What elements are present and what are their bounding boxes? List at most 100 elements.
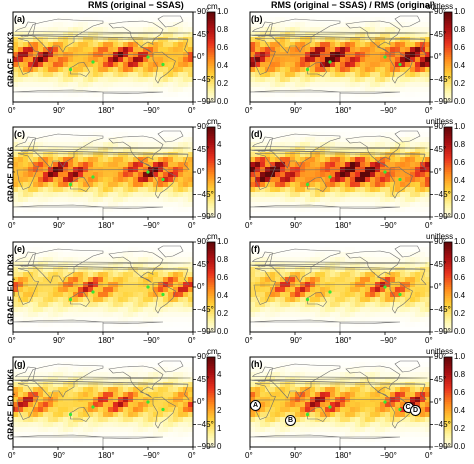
heatmap-cell — [410, 82, 416, 88]
heatmap-cell — [330, 127, 336, 133]
site-marker — [68, 412, 73, 417]
heatmap-cell — [113, 312, 119, 318]
heatmap-cell — [173, 392, 179, 398]
heatmap-cell — [330, 272, 336, 278]
heatmap-cell — [98, 82, 104, 88]
heatmap-cell — [113, 207, 119, 213]
heatmap-cell — [133, 272, 139, 278]
heatmap-cell — [43, 372, 49, 378]
heatmap-cell — [315, 312, 321, 318]
heatmap-cell — [118, 187, 124, 193]
heatmap-cell — [270, 22, 276, 28]
heatmap-cell — [425, 157, 431, 163]
heatmap-cell — [138, 297, 144, 303]
heatmap-cell — [18, 427, 24, 433]
heatmap-cell — [133, 182, 139, 188]
heatmap-cell — [58, 367, 64, 373]
heatmap-cell — [98, 197, 104, 203]
heatmap-cell — [395, 37, 401, 43]
heatmap-cell — [355, 17, 361, 23]
heatmap-cell — [163, 372, 169, 378]
heatmap-cell — [270, 97, 276, 103]
heatmap-cell — [410, 47, 416, 53]
colorbar-segment — [207, 90, 215, 94]
heatmap-cell — [83, 67, 89, 73]
heatmap-cell — [350, 257, 356, 263]
heatmap-cell — [315, 137, 321, 143]
heatmap-cell — [315, 72, 321, 78]
heatmap-cell — [420, 262, 426, 268]
heatmap-cell — [400, 247, 406, 253]
heatmap-cell — [395, 302, 401, 308]
heatmap-cell — [395, 22, 401, 28]
heatmap-cell — [305, 27, 311, 33]
heatmap-cell — [43, 82, 49, 88]
heatmap-cell — [23, 372, 29, 378]
heatmap-cell — [178, 307, 184, 313]
heatmap-cell — [143, 252, 149, 258]
heatmap-cell — [390, 242, 396, 248]
heatmap-cell — [350, 162, 356, 168]
heatmap-cell — [280, 132, 286, 138]
heatmap-cell — [173, 127, 179, 133]
colorbar-segment — [207, 149, 215, 153]
heatmap-cell — [315, 187, 321, 193]
heatmap-cell — [88, 157, 94, 163]
heatmap-cell — [108, 82, 114, 88]
heatmap-cell — [83, 307, 89, 313]
heatmap-cell — [300, 292, 306, 298]
heatmap-cell — [300, 27, 306, 33]
heatmap-cell — [63, 252, 69, 258]
heatmap-cell — [325, 162, 331, 168]
colorbar-segment — [207, 187, 215, 191]
heatmap-cell — [128, 137, 134, 143]
heatmap-cell — [48, 272, 54, 278]
heatmap-cell — [78, 402, 84, 408]
heatmap-cell — [305, 162, 311, 168]
heatmap-cell — [68, 207, 74, 213]
heatmap-cell — [108, 302, 114, 308]
heatmap-cell — [390, 32, 396, 38]
heatmap-cell — [300, 197, 306, 203]
heatmap-cell — [28, 292, 34, 298]
colorbar-frame — [206, 241, 216, 333]
heatmap-cell — [78, 127, 84, 133]
heatmap-cell — [415, 27, 421, 33]
heatmap-cell — [138, 182, 144, 188]
heatmap-cell — [38, 92, 44, 98]
heatmap-cell — [128, 427, 134, 433]
heatmap-cell — [43, 17, 49, 23]
heatmap-cell — [183, 437, 189, 443]
heatmap-cell — [395, 257, 401, 263]
heatmap-cell — [108, 442, 114, 448]
heatmap-cell — [400, 17, 406, 23]
heatmap-cell — [83, 152, 89, 158]
heatmap-cell — [370, 322, 376, 328]
coastline — [394, 245, 421, 258]
heatmap-cell — [275, 327, 281, 333]
colorbar-segment — [444, 311, 452, 315]
heatmap-cell — [385, 12, 391, 18]
colorbar-segment — [444, 291, 452, 295]
heatmap-cell — [315, 242, 321, 248]
heatmap-cell — [395, 172, 401, 178]
heatmap-cell — [153, 372, 159, 378]
heatmap-cell — [28, 82, 34, 88]
heatmap-cell — [410, 307, 416, 313]
heatmap-cell — [28, 367, 34, 373]
heatmap-cell — [415, 192, 421, 198]
heatmap-cell — [295, 177, 301, 183]
heatmap-cell — [415, 292, 421, 298]
heatmap-cell — [103, 267, 109, 273]
colorbar-segment — [207, 59, 215, 62]
heatmap-cell — [305, 257, 311, 263]
heatmap-cell — [63, 62, 69, 68]
heatmap-cell — [173, 427, 179, 433]
heatmap-cell — [300, 182, 306, 188]
colorbar-segment — [444, 133, 452, 137]
heatmap-cell — [23, 412, 29, 418]
heatmap-cell — [250, 277, 256, 283]
heatmap-cell — [158, 172, 164, 178]
heatmap-cell — [260, 62, 266, 68]
heatmap-cell — [48, 302, 54, 308]
